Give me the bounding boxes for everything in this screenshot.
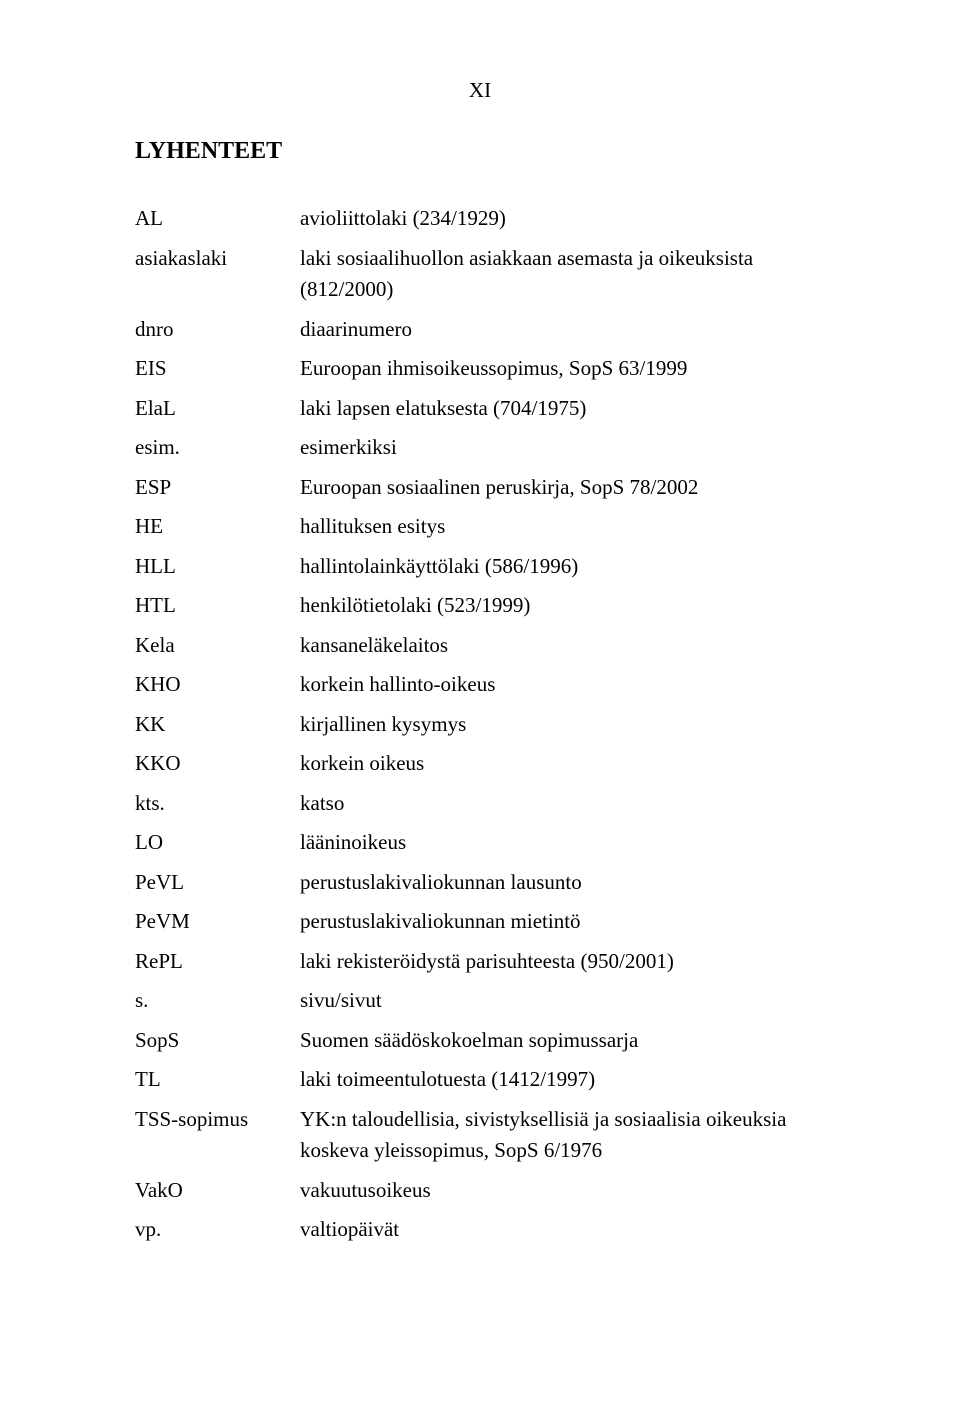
- abbr-definition: avioliittolaki (234/1929): [300, 199, 850, 239]
- abbr-definition: kirjallinen kysymys: [300, 705, 850, 745]
- abbr-term: KK: [135, 705, 300, 745]
- abbr-term: TL: [135, 1060, 300, 1100]
- abbr-term: VakO: [135, 1171, 300, 1211]
- abbreviations-table-body: ALavioliittolaki (234/1929)asiakaslakila…: [135, 199, 850, 1250]
- abbr-term: RePL: [135, 942, 300, 982]
- abbr-term: asiakaslaki: [135, 239, 300, 310]
- abbr-definition: katso: [300, 784, 850, 824]
- abbr-term: TSS-sopimus: [135, 1100, 300, 1171]
- abbr-term: Kela: [135, 626, 300, 666]
- table-row: VakOvakuutusoikeus: [135, 1171, 850, 1211]
- abbr-definition: esimerkiksi: [300, 428, 850, 468]
- table-row: PeVMperustuslakivaliokunnan mietintö: [135, 902, 850, 942]
- table-row: kts.katso: [135, 784, 850, 824]
- table-row: ElaLlaki lapsen elatuksesta (704/1975): [135, 389, 850, 429]
- table-row: TSS-sopimusYK:n taloudellisia, sivistyks…: [135, 1100, 850, 1171]
- table-row: ESPEuroopan sosiaalinen peruskirja, SopS…: [135, 468, 850, 508]
- table-row: RePLlaki rekisteröidystä parisuhteesta (…: [135, 942, 850, 982]
- abbr-definition: perustuslakivaliokunnan mietintö: [300, 902, 850, 942]
- abbr-definition: Euroopan sosiaalinen peruskirja, SopS 78…: [300, 468, 850, 508]
- abbr-term: vp.: [135, 1210, 300, 1250]
- abbr-term: ESP: [135, 468, 300, 508]
- abbr-term: KKO: [135, 744, 300, 784]
- abbr-term: esim.: [135, 428, 300, 468]
- table-row: dnrodiaarinumero: [135, 310, 850, 350]
- table-row: Kelakansaneläkelaitos: [135, 626, 850, 666]
- abbreviations-table: ALavioliittolaki (234/1929)asiakaslakila…: [135, 199, 850, 1250]
- abbr-definition: laki toimeentulotuesta (1412/1997): [300, 1060, 850, 1100]
- abbr-definition: laki lapsen elatuksesta (704/1975): [300, 389, 850, 429]
- table-row: LOlääninoikeus: [135, 823, 850, 863]
- abbr-definition: korkein hallinto-oikeus: [300, 665, 850, 705]
- abbr-definition: perustuslakivaliokunnan lausunto: [300, 863, 850, 903]
- abbr-definition: henkilötietolaki (523/1999): [300, 586, 850, 626]
- abbr-definition: laki rekisteröidystä parisuhteesta (950/…: [300, 942, 850, 982]
- abbr-term: kts.: [135, 784, 300, 824]
- abbr-definition: Euroopan ihmisoikeussopimus, SopS 63/199…: [300, 349, 850, 389]
- table-row: esim.esimerkiksi: [135, 428, 850, 468]
- abbr-term: AL: [135, 199, 300, 239]
- abbr-term: HLL: [135, 547, 300, 587]
- page-number: XI: [0, 78, 960, 103]
- abbr-definition: korkein oikeus: [300, 744, 850, 784]
- abbr-definition: sivu/sivut: [300, 981, 850, 1021]
- abbr-definition: Suomen säädöskokoelman sopimussarja: [300, 1021, 850, 1061]
- abbr-term: ElaL: [135, 389, 300, 429]
- table-row: HEhallituksen esitys: [135, 507, 850, 547]
- abbr-term: SopS: [135, 1021, 300, 1061]
- abbr-term: HTL: [135, 586, 300, 626]
- table-row: KHOkorkein hallinto-oikeus: [135, 665, 850, 705]
- table-row: asiakaslakilaki sosiaalihuollon asiakkaa…: [135, 239, 850, 310]
- abbr-definition: YK:n taloudellisia, sivistyksellisiä ja …: [300, 1100, 850, 1171]
- abbr-definition: lääninoikeus: [300, 823, 850, 863]
- table-row: EISEuroopan ihmisoikeussopimus, SopS 63/…: [135, 349, 850, 389]
- abbr-term: dnro: [135, 310, 300, 350]
- table-row: PeVLperustuslakivaliokunnan lausunto: [135, 863, 850, 903]
- table-row: KKkirjallinen kysymys: [135, 705, 850, 745]
- table-row: SopSSuomen säädöskokoelman sopimussarja: [135, 1021, 850, 1061]
- abbr-definition: hallintolainkäyttölaki (586/1996): [300, 547, 850, 587]
- abbr-term: s.: [135, 981, 300, 1021]
- abbr-term: KHO: [135, 665, 300, 705]
- abbr-definition: vakuutusoikeus: [300, 1171, 850, 1211]
- table-row: HLLhallintolainkäyttölaki (586/1996): [135, 547, 850, 587]
- table-row: s.sivu/sivut: [135, 981, 850, 1021]
- abbr-term: PeVM: [135, 902, 300, 942]
- table-row: HTLhenkilötietolaki (523/1999): [135, 586, 850, 626]
- table-row: TLlaki toimeentulotuesta (1412/1997): [135, 1060, 850, 1100]
- abbr-term: HE: [135, 507, 300, 547]
- abbr-definition: diaarinumero: [300, 310, 850, 350]
- abbr-term: LO: [135, 823, 300, 863]
- abbr-definition: laki sosiaalihuollon asiakkaan asemasta …: [300, 239, 850, 310]
- abbr-definition: kansaneläkelaitos: [300, 626, 850, 666]
- section-heading: LYHENTEET: [135, 138, 850, 165]
- abbr-term: PeVL: [135, 863, 300, 903]
- table-row: vp.valtiopäivät: [135, 1210, 850, 1250]
- abbr-definition: valtiopäivät: [300, 1210, 850, 1250]
- abbr-definition: hallituksen esitys: [300, 507, 850, 547]
- table-row: ALavioliittolaki (234/1929): [135, 199, 850, 239]
- table-row: KKOkorkein oikeus: [135, 744, 850, 784]
- abbr-term: EIS: [135, 349, 300, 389]
- document-page: XI LYHENTEET ALavioliittolaki (234/1929)…: [0, 0, 960, 1402]
